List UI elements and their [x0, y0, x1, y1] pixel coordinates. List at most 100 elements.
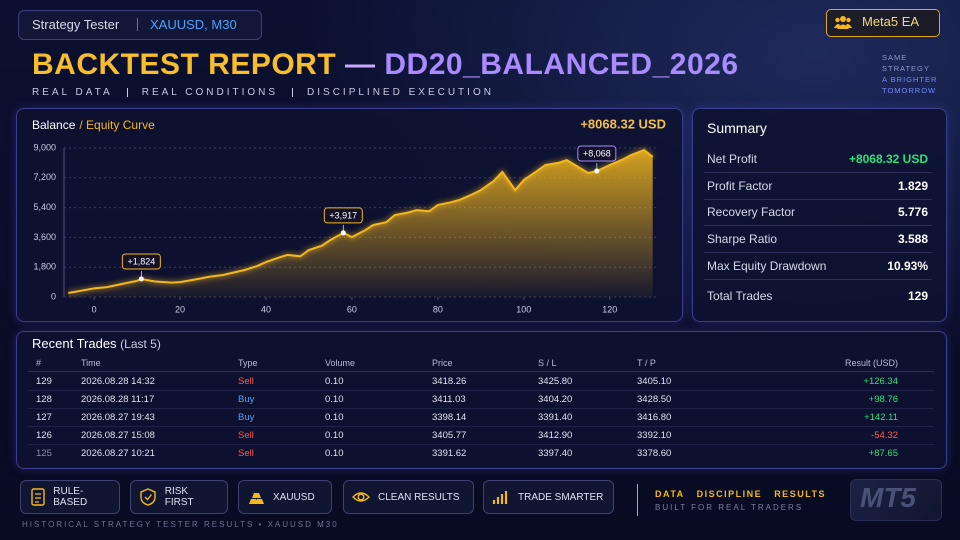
annotation-point — [138, 276, 144, 282]
trades-subtitle: (Last 5) — [120, 337, 161, 351]
trade-cell: Sell — [238, 448, 254, 459]
x-tick-label: 40 — [261, 304, 271, 314]
logo — [850, 479, 942, 521]
summary-value: 10.93% — [887, 259, 928, 273]
badge-label: XAUUSD — [273, 491, 315, 503]
column-header: Volume — [325, 358, 356, 368]
trade-cell: 3405.10 — [637, 376, 672, 387]
motto-line: SAME — [882, 53, 908, 62]
chart: Balance / Equity Curve +8068.32 USD 0 1,80… — [32, 116, 666, 314]
badge-label: TRADE SMARTER — [518, 491, 604, 503]
summary-label: Net Profit — [707, 152, 758, 166]
trade-cell: 2026.08.27 15:08 — [81, 430, 155, 441]
summary-label: Profit Factor — [707, 179, 773, 193]
trade-cell: 0.10 — [325, 430, 344, 441]
trade-cell: 125 — [36, 448, 52, 459]
summary-divider — [704, 199, 932, 200]
badge-icon — [352, 492, 370, 502]
y-tick-label: 0 — [51, 291, 56, 301]
trade-cell: 3416.80 — [637, 412, 672, 423]
trades-title-main: Recent Trades — [32, 336, 117, 351]
column-header: # — [36, 358, 42, 368]
trade-cell: 3418.26 — [432, 376, 467, 387]
app-name: Strategy Tester — [32, 17, 120, 32]
annotation-point — [340, 230, 346, 236]
summary-divider — [704, 172, 932, 173]
trade-cell: 3425.80 — [538, 376, 573, 387]
trade-cell: 2026.08.28 14:32 — [81, 376, 155, 387]
logo-text: MT5 — [860, 482, 916, 513]
trade-cell: -54.32 — [871, 430, 898, 441]
y-tick-label: 1,800 — [33, 262, 56, 272]
users-icon — [834, 16, 852, 29]
summary-divider — [704, 252, 932, 253]
trade-cell: 0.10 — [325, 376, 344, 387]
ea-badge-label: Meta5 EA — [862, 14, 920, 29]
footer-badge: CLEAN RESULTS — [343, 480, 474, 514]
x-tick-label: 120 — [602, 304, 617, 314]
footer-divider — [637, 484, 638, 516]
x-tick-label: 20 — [175, 304, 185, 314]
trade-cell: 3411.03 — [432, 394, 466, 405]
x-tick-label: 0 — [92, 304, 97, 314]
summary-label: Max Equity Drawdown — [707, 259, 827, 273]
annotation-box — [121, 253, 161, 270]
y-tick-label: 7,200 — [33, 172, 56, 182]
motto: SAME STRATEGY A BRIGHTER TOMORROW — [882, 52, 937, 96]
trade-cell: +126.34 — [863, 376, 898, 387]
chart-title-main: Balance — [32, 118, 76, 132]
trade-cell: Sell — [238, 430, 254, 441]
trade-cell: 2026.08.28 11:17 — [81, 394, 155, 405]
summary-value: 129 — [907, 289, 928, 303]
y-tick-label: 9,000 — [33, 142, 56, 152]
caption: HISTORICAL STRATEGY TESTER RESULTS • XAU… — [22, 520, 339, 529]
trade-cell: 129 — [36, 376, 52, 387]
row-divider — [28, 426, 934, 427]
x-tick-label: 80 — [433, 304, 443, 314]
trade-cell: Buy — [238, 412, 255, 423]
title: BACKTEST REPORT — DD20_BALANCED_2026 — [32, 48, 739, 82]
trade-cell: +142.11 — [864, 412, 898, 423]
summary-divider — [704, 225, 932, 226]
annotation-label: +8,068 — [583, 148, 611, 158]
title-name: DD20_BALANCED_2026 — [384, 48, 739, 81]
y-tick-label: 3,600 — [33, 232, 56, 242]
trade-cell: 0.10 — [325, 448, 344, 459]
trade-cell: 3398.14 — [432, 412, 467, 423]
trade-cell: 3378.60 — [637, 448, 672, 459]
trade-cell: 0.10 — [325, 412, 344, 423]
trade-cell: 3412.90 — [538, 430, 573, 441]
chart-title-accent: / Equity Curve — [79, 118, 155, 132]
annotation-label: +1,824 — [127, 256, 155, 266]
column-header: Price — [432, 358, 453, 368]
app-pill — [18, 10, 262, 40]
x-tick-label: 60 — [347, 304, 357, 314]
header-divider — [28, 371, 934, 372]
summary-value: 1.829 — [897, 179, 928, 193]
motto-line: A BRIGHTER — [882, 75, 938, 84]
annotation-box — [577, 145, 617, 162]
footer-badge: TRADE SMARTER — [483, 480, 614, 514]
trade-cell: 127 — [36, 412, 52, 423]
summary-label: Recovery Factor — [707, 205, 796, 219]
trade-cell: 3428.50 — [637, 394, 672, 405]
chart-title: Balance / Equity Curve — [32, 118, 155, 132]
x-tick-label: 100 — [516, 304, 531, 314]
ea-badge[interactable] — [826, 9, 940, 37]
symbol: XAUUSD, M30 — [150, 17, 237, 32]
trade-cell: 3405.77 — [432, 430, 467, 441]
badge-label: CLEAN RESULTS — [378, 491, 460, 503]
trade-cell: 2026.08.27 19:43 — [81, 412, 155, 423]
trade-cell: 3397.40 — [538, 448, 573, 459]
area — [68, 150, 653, 297]
summary-label: Sharpe Ratio — [707, 232, 778, 246]
annotation-box — [323, 207, 363, 224]
trade-cell: Buy — [238, 394, 255, 405]
column-header: Result (USD) — [844, 358, 898, 368]
trade-cell: 3391.40 — [538, 412, 573, 423]
column-header: Time — [81, 358, 101, 368]
trade-cell: 2026.08.27 10:21 — [81, 448, 155, 459]
badge-label: RISK FIRST — [164, 486, 194, 508]
line — [68, 148, 654, 294]
